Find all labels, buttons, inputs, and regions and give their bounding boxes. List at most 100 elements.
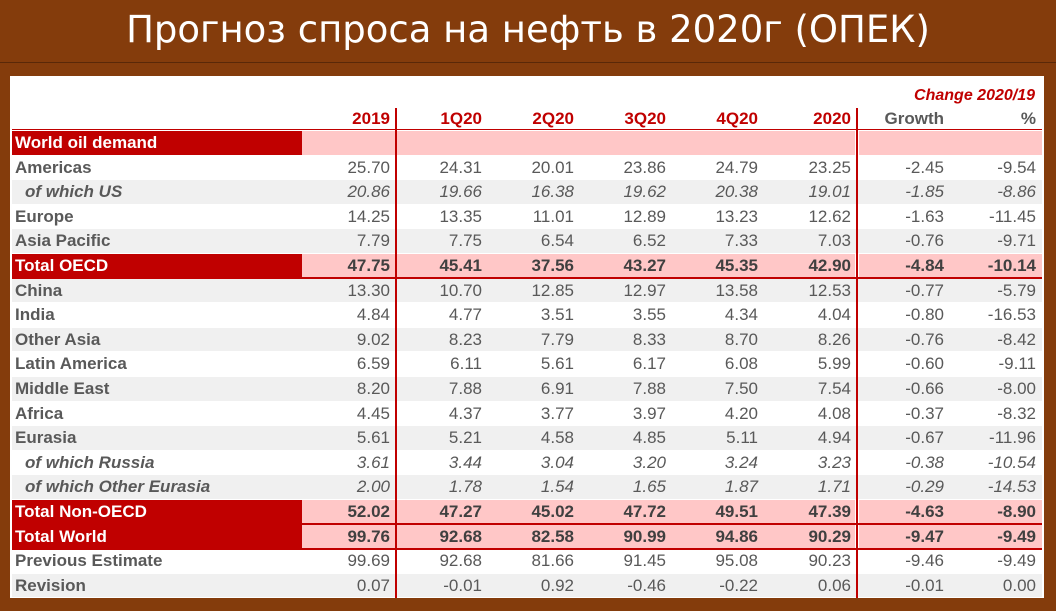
cell: 24.31 [439,157,482,177]
cell: 6.91 [540,379,574,398]
cell: 47.39 [808,502,851,521]
cell: 52.02 [347,502,390,521]
column-header: 3Q20 [624,109,666,128]
total-rule [12,277,1042,280]
cell: 1.78 [448,477,482,497]
cell: 0.00 [1002,575,1036,595]
cell: 7.03 [817,231,851,251]
cell: 8.23 [448,329,482,349]
row-label: Asia Pacific [15,231,111,251]
cell: 4.84 [356,305,390,325]
cell: 6.59 [356,354,390,374]
cell: -1.63 [905,206,944,226]
cell: -9.11 [998,354,1037,374]
cell: 13.35 [439,206,482,226]
column-header: % [1020,109,1036,128]
cell: -8.32 [997,403,1036,423]
cell: 42.90 [808,256,851,275]
cell: -8.42 [997,329,1036,349]
cell: 3.51 [540,305,574,325]
row-label: Europe [15,206,74,226]
cell: 47.72 [623,502,666,521]
row-fill [859,254,1042,278]
cell: 12.89 [623,206,666,226]
cell: -0.22 [719,575,758,595]
row-label: World oil demand [15,133,158,152]
cell: 5.61 [540,354,574,374]
cell: 90.29 [808,526,851,546]
row-stripe [12,327,1042,352]
cell: 20.01 [531,157,574,177]
column-header: 2019 [352,109,390,128]
cell: 3.44 [448,452,482,472]
cell: -0.37 [905,403,944,423]
row-label: Americas [15,157,92,177]
cell: 25.70 [347,157,390,177]
cell: 6.08 [724,354,758,374]
cell: 4.04 [817,305,851,325]
row-label: Africa [15,403,64,423]
cell: 8.26 [817,329,851,349]
cell: -11.96 [989,428,1036,448]
cell: 91.45 [623,551,666,571]
row-fill [859,524,1042,549]
cell: 24.79 [715,157,758,177]
cell: 23.86 [623,157,666,177]
cell: 82.58 [531,526,574,546]
row-stripe [12,426,1042,450]
cell: -0.66 [905,379,944,398]
cell: 8.33 [632,329,666,349]
row-label: of which Other Eurasia [25,477,211,497]
cell: -2.45 [905,157,944,177]
row-fill [302,131,855,155]
cell: 45.41 [439,256,482,275]
cell: 4.20 [724,403,758,423]
cell: -0.77 [905,280,944,300]
cell: 37.56 [531,256,574,275]
cell: 20.38 [715,182,758,202]
cell: -8.90 [997,502,1036,521]
cell: -0.29 [905,477,944,497]
cell: 7.75 [448,231,482,251]
column-header: 4Q20 [716,109,758,128]
total-rule [12,547,1042,550]
cell: 6.54 [540,231,574,251]
row-label: Eurasia [15,428,77,448]
cell: -0.80 [905,305,944,325]
row-fill [859,500,1042,524]
group-header: Change 2020/19 [914,87,1035,104]
cell: -9.54 [997,157,1036,177]
cell: 5.21 [448,428,482,448]
cell: 1.54 [540,477,574,497]
cell: 7.79 [356,231,390,251]
cell: 23.25 [808,157,851,177]
cell: 1.65 [632,477,666,497]
cell: -4.84 [905,256,944,275]
cell: 4.94 [817,428,851,448]
row-label: Total OECD [15,256,109,275]
row-stripe [12,180,1042,204]
cell: 5.11 [726,428,758,448]
label-fill [12,131,302,155]
cell: 7.50 [724,379,758,398]
cell: 90.99 [623,526,666,546]
cell: 1.71 [817,477,851,497]
row-fill [302,254,855,278]
cell: 6.11 [450,354,482,374]
cell: 12.62 [808,206,851,226]
cell: 0.07 [356,575,390,595]
cell: 19.62 [623,182,666,202]
row-label: Total Non-OECD [15,502,147,521]
cell: -14.53 [987,477,1036,497]
cell: 3.23 [817,452,851,472]
label-fill [12,500,302,524]
row-fill [302,524,855,549]
row-fill [302,500,855,524]
row-stripe [12,377,1042,401]
cell: 99.69 [347,551,390,571]
cell: -9.49 [997,551,1036,571]
header-rule [12,129,1042,130]
cell: 19.01 [808,182,851,202]
cell: 47.75 [347,256,390,275]
label-fill [12,524,302,549]
